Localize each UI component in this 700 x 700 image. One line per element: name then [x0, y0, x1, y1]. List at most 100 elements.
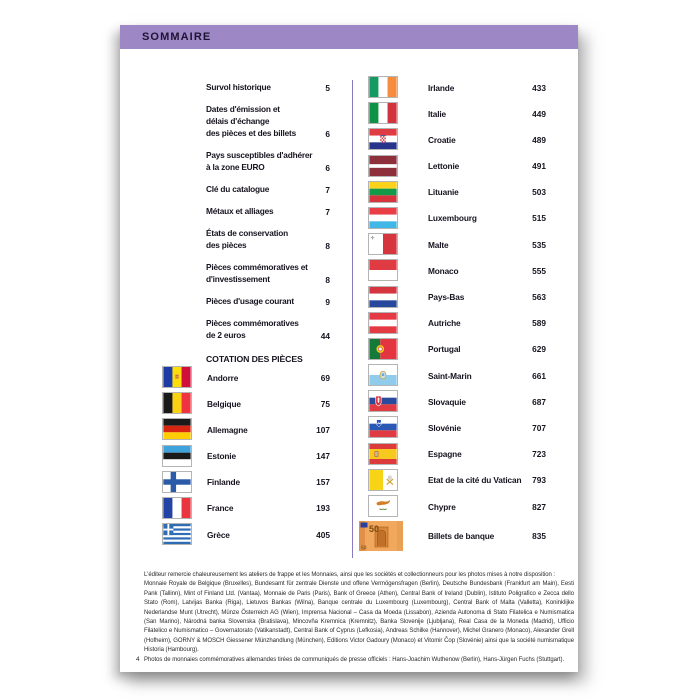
country-page: 629 [532, 344, 546, 355]
country-page: 835 [532, 531, 546, 542]
country-page: 491 [532, 161, 546, 172]
toc-entry-page: 7 [325, 207, 330, 217]
country-page: 687 [532, 396, 546, 407]
france-flag-icon [162, 496, 192, 519]
country-page: 827 [532, 501, 546, 512]
paysbas-flag-icon [368, 285, 398, 308]
country-row: Monaco 555 [368, 259, 546, 282]
country-page: 707 [532, 422, 546, 433]
country-label: France [207, 503, 234, 514]
footnote-intro: L'éditeur remercie chaleureusement les a… [144, 572, 556, 578]
country-row: Slovaquie 687 [368, 390, 546, 413]
country-row: Chypre 827 [368, 495, 546, 518]
slovenie-flag-icon [368, 416, 398, 439]
toc-entry: Métaux et alliages 7 [206, 205, 330, 217]
toc-entry: Pièces commémoratives et d'investissement… [206, 261, 330, 285]
country-label: Lituanie [428, 187, 459, 198]
country-label: Slovénie [428, 422, 461, 433]
country-page: 555 [532, 265, 546, 276]
country-row: Pays-Bas 563 [368, 285, 546, 309]
svg-text:50: 50 [369, 524, 379, 534]
toc-entry: États de conservation des pièces 8 [206, 227, 330, 251]
country-row: Belgique 75 [162, 392, 330, 415]
toc-entry: Pays susceptibles d'adhérer à la zone EUR… [206, 149, 330, 173]
country-label: Andorre [207, 372, 239, 383]
chypre-flag-icon [368, 495, 398, 517]
country-page: 433 [532, 82, 546, 93]
saintmarin-flag-icon [368, 364, 398, 387]
right-country-list: Irlande 433 Italie 449 Croatie 489 Lettonie 491… [359, 76, 546, 554]
country-page: 589 [532, 318, 546, 329]
country-row: Allemagne 107 [162, 418, 330, 441]
lettonie-flag-icon [368, 154, 398, 177]
toc-entry-label: Métaux et alliages [206, 206, 274, 216]
malte-flag-icon [368, 233, 398, 256]
toc-entry-label: Clé du catalogue [206, 184, 270, 194]
country-page: 107 [316, 424, 330, 435]
country-page: 75 [320, 398, 330, 409]
toc-entry-label: Pièces d'usage courant [206, 296, 294, 306]
italie-flag-icon [368, 102, 398, 125]
espagne-flag-icon [368, 442, 398, 465]
autriche-flag-icon [368, 311, 398, 334]
sommaire-header-bar: SOMMAIRE [120, 25, 578, 49]
toc-entry-page: 9 [325, 297, 330, 307]
grece-flag-icon [162, 523, 192, 546]
country-label: Billets de banque [428, 531, 495, 542]
toc-entry: Survol historique 5 [206, 81, 330, 93]
country-page: 193 [316, 503, 330, 514]
country-label: Etat de la cité du Vatican [428, 475, 522, 486]
page-title: SOMMAIRE [142, 31, 212, 43]
country-row: Espagne 723 [368, 442, 546, 466]
country-page: 147 [316, 451, 330, 462]
country-row: Saint-Marin 661 [368, 364, 546, 387]
country-page: 793 [532, 475, 546, 486]
country-label: Monaco [428, 265, 459, 276]
catalog-page: SOMMAIRE Survol historique 5 Dates d'émiss… [120, 25, 578, 672]
portugal-flag-icon [368, 337, 398, 360]
country-label: Belgique [207, 398, 241, 409]
svg-text:50: 50 [361, 546, 367, 552]
toc-entry-label: Pièces commémoratives et d'investissement [206, 262, 308, 284]
country-label: Italie [428, 108, 447, 119]
country-label: Espagne [428, 449, 462, 460]
luxembourg-flag-icon [368, 206, 398, 229]
page-number: 4 [136, 656, 140, 663]
toc-entry: Pièces commémoratives de 2 euros 44 [206, 317, 330, 341]
country-label: Estonie [207, 451, 236, 462]
country-label: Slovaquie [428, 396, 466, 407]
toc-entry-page: 7 [325, 185, 330, 195]
toc-entry: Clé du catalogue 7 [206, 183, 330, 195]
intro-entries: Survol historique 5 Dates d'émission et dél… [206, 81, 330, 341]
toc-entry-page: 6 [325, 129, 330, 139]
country-row: 50 50 Billets de banque 835 [359, 521, 546, 552]
country-row: Italie 449 [368, 102, 546, 125]
country-row: Grèce 405 [162, 523, 330, 546]
toc-entry-page: 8 [325, 275, 330, 285]
country-row: Irlande 433 [368, 76, 546, 99]
country-page: 723 [532, 449, 546, 460]
estonie-flag-icon [162, 444, 192, 467]
country-label: Chypre [428, 501, 456, 512]
country-label: Portugal [428, 344, 461, 355]
monaco-flag-icon [368, 259, 398, 282]
country-page: 661 [532, 370, 546, 381]
andorre-flag-icon [162, 366, 192, 388]
country-page: 449 [532, 108, 546, 119]
toc-entry-page: 8 [325, 241, 330, 251]
country-label: Croatie [428, 134, 456, 145]
section-title-cotation: COTATION DES PIÈCES [206, 354, 303, 364]
country-page: 563 [532, 292, 546, 302]
country-label: Grèce [207, 529, 230, 540]
country-row: France 193 [162, 496, 330, 520]
country-row: Andorre 69 [162, 366, 330, 389]
billets-banknote-icon: 50 50 [359, 521, 403, 552]
country-row: Etat de la cité du Vatican 793 [368, 468, 546, 492]
country-page: 503 [532, 187, 546, 198]
toc-entry-page: 6 [325, 163, 330, 173]
toc-entry-label: Pièces commémoratives de 2 euros [206, 318, 299, 340]
toc-entry-page: 44 [320, 331, 330, 341]
country-row: Finlande 157 [162, 470, 330, 494]
country-row: Portugal 629 [368, 337, 546, 361]
toc-entry-page: 5 [325, 83, 330, 93]
